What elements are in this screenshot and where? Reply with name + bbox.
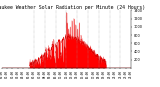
Title: Milwaukee Weather Solar Radiation per Minute (24 Hours): Milwaukee Weather Solar Radiation per Mi… [0,5,145,10]
